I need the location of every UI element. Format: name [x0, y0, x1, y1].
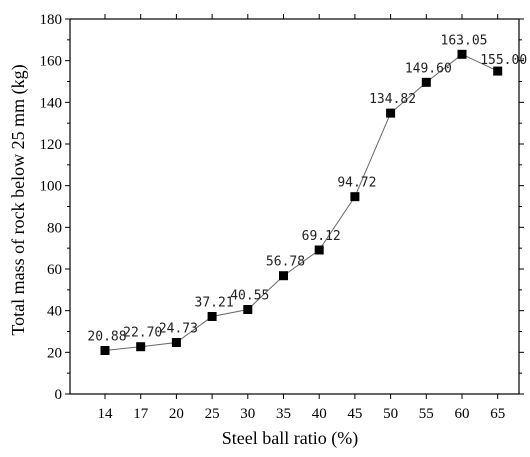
- axes: 0 20 40 60 80 100 120 140 160 180 14 17 20 25 30 35 40 45…: [40, 12, 524, 422]
- x-tick-label: 65: [490, 406, 505, 422]
- x-tick-label: 30: [240, 406, 255, 422]
- x-tick-label: 40: [312, 406, 327, 422]
- data-label: 134.82: [369, 92, 416, 107]
- x-tick-label: 14: [98, 406, 114, 422]
- y-tick-label: 20: [47, 345, 62, 361]
- y-tick-label: 160: [40, 54, 63, 70]
- x-tick-label: 60: [455, 406, 470, 422]
- data-label: 56.78: [266, 255, 305, 270]
- y-tick-label: 80: [47, 220, 62, 236]
- x-tick-label: 50: [383, 406, 398, 422]
- data-point: [136, 342, 146, 352]
- data-series: [100, 49, 503, 355]
- data-point: [457, 49, 467, 59]
- data-point: [421, 77, 431, 87]
- data-point: [350, 192, 360, 202]
- y-tick-label: 100: [40, 179, 63, 195]
- y-tick-label: 0: [55, 387, 63, 403]
- data-label: 94.72: [337, 176, 376, 191]
- data-label: 37.21: [195, 295, 234, 310]
- x-tick-label: 20: [169, 406, 184, 422]
- x-tick-label: 25: [205, 406, 220, 422]
- y-tick-label: 60: [47, 262, 62, 278]
- data-point: [279, 271, 288, 281]
- data-point: [207, 311, 217, 321]
- data-label: 163.05: [441, 33, 488, 48]
- x-tick-label: 55: [419, 406, 434, 422]
- data-point: [493, 66, 503, 76]
- data-label: 155.00: [480, 53, 527, 68]
- data-label: 149.60: [405, 61, 452, 76]
- data-point: [243, 305, 253, 315]
- series-line: [104, 53, 498, 351]
- y-axis-title: Total mass of rock below 25 mm (kg): [8, 64, 29, 335]
- x-tick-label: 35: [276, 406, 291, 422]
- y-tick-label: 180: [40, 12, 63, 28]
- data-point: [100, 346, 110, 355]
- data-label: 24.73: [159, 321, 198, 336]
- data-point: [171, 337, 181, 347]
- data-label: 40.55: [230, 289, 269, 304]
- x-tick-label: 17: [133, 406, 149, 422]
- x-axis-title: Steel ball ratio (%): [222, 428, 358, 449]
- data-point: [314, 245, 324, 255]
- y-tick-label: 120: [40, 137, 63, 153]
- y-tick-label: 40: [47, 304, 62, 320]
- data-label: 20.88: [87, 330, 126, 345]
- data-point: [386, 108, 396, 118]
- x-tick-label: 45: [347, 406, 362, 422]
- y-tick-label: 140: [40, 95, 63, 111]
- data-label: 22.70: [123, 326, 162, 341]
- data-label: 69.12: [302, 229, 341, 244]
